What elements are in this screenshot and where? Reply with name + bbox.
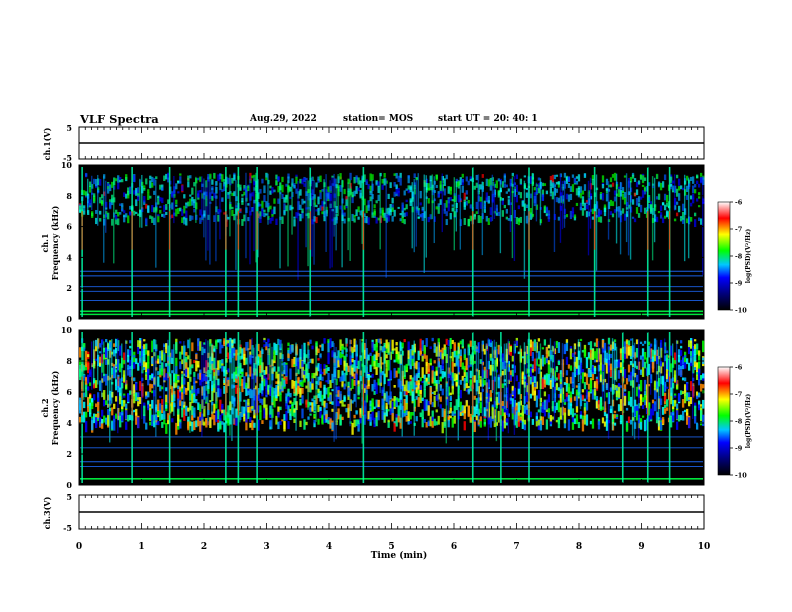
x-axis-label: Time (min) bbox=[371, 550, 428, 561]
ch2-spec-channel-label: ch.2 bbox=[40, 398, 50, 417]
spec-ytick-label: 2 bbox=[66, 283, 72, 293]
colorbar-tick-label: -10 bbox=[735, 307, 747, 315]
spec-ytick-label: 2 bbox=[66, 449, 72, 459]
spec-ytick-label: 4 bbox=[66, 418, 72, 428]
spec-ytick-label: 10 bbox=[61, 160, 73, 170]
x-tick-label: 2 bbox=[201, 542, 207, 552]
colorbar-tick-label: -10 bbox=[735, 472, 747, 480]
ch3-ytick-top: 5 bbox=[66, 492, 72, 502]
colorbar-tick-label: -7 bbox=[735, 226, 742, 234]
x-tick-label: 6 bbox=[451, 542, 457, 552]
ch1-ytick-bottom: -5 bbox=[63, 153, 72, 163]
ch1-ytick-top: 5 bbox=[66, 123, 72, 133]
spec-ytick-label: 0 bbox=[66, 314, 72, 324]
colorbar-tick-label: -9 bbox=[735, 445, 743, 453]
start-ut-label: start UT = 20: 40: 1 bbox=[438, 114, 538, 124]
x-tick-label: 1 bbox=[138, 542, 144, 552]
x-tick-label: 3 bbox=[263, 542, 269, 552]
x-tick-label: 4 bbox=[326, 542, 332, 552]
x-tick-label: 0 bbox=[76, 542, 82, 552]
spec-ytick-label: 4 bbox=[66, 252, 72, 262]
x-tick-label: 9 bbox=[638, 542, 644, 552]
x-tick-label: 8 bbox=[576, 542, 582, 552]
station-label: station= MOS bbox=[343, 114, 414, 124]
spec-ytick-label: 6 bbox=[66, 387, 72, 397]
spec-ytick-label: 8 bbox=[66, 191, 72, 201]
colorbar-ch1-label: log(PSD)(V²/Hz) bbox=[745, 229, 752, 284]
x-tick-label: 5 bbox=[388, 542, 394, 552]
ch3-ytick-bottom: -5 bbox=[63, 523, 72, 533]
ch2-spec-ylabel: Frequency (kHz) bbox=[50, 370, 60, 445]
colorbar-ch2-label: log(PSD)(V²/Hz) bbox=[745, 394, 752, 449]
spec-ytick-label: 8 bbox=[66, 356, 72, 366]
date-label: Aug.29, 2022 bbox=[250, 114, 317, 124]
x-tick-label: 10 bbox=[698, 542, 711, 552]
colorbar-tick-label: -9 bbox=[735, 280, 743, 288]
colorbar-tick-label: -6 bbox=[735, 199, 743, 207]
colorbar-tick-label: -8 bbox=[735, 253, 743, 261]
panel-ch2-spectrogram: 0 2 4 6 8 10 ch.2 Frequency (kHz) bbox=[40, 325, 705, 490]
colorbar-tick-label: -8 bbox=[735, 418, 743, 426]
colorbar-ch1: -6 -7 -8 -9 -10 log(PSD)(V²/Hz) bbox=[717, 199, 752, 315]
ch1-spec-ylabel: Frequency (kHz) bbox=[50, 205, 60, 280]
colorbar-tick-label: -7 bbox=[735, 391, 742, 399]
spec-ytick-label: 0 bbox=[66, 480, 72, 490]
ch1-ylabel: ch.1(V) bbox=[42, 127, 52, 160]
ch1-spectrogram-image bbox=[79, 165, 705, 319]
ch3-ylabel: ch.3(V) bbox=[42, 496, 52, 529]
colorbar-tick-label: -6 bbox=[735, 364, 743, 372]
spec-ytick-label: 10 bbox=[61, 325, 73, 335]
colorbar-ch2: -6 -7 -8 -9 -10 log(PSD)(V²/Hz) bbox=[717, 364, 752, 480]
x-tick-label: 7 bbox=[513, 542, 519, 552]
spec-ytick-label: 6 bbox=[66, 222, 72, 232]
ch1-spec-channel-label: ch.1 bbox=[40, 233, 50, 252]
ch2-spectrogram-image bbox=[79, 330, 705, 485]
x-axis: 0 1 2 3 4 5 6 7 8 9 10 bbox=[76, 127, 710, 552]
chart-title: VLF Spectra bbox=[80, 112, 159, 126]
panel-ch1-spectrogram: 0 2 4 6 8 10 ch.1 Frequency (kHz) bbox=[40, 160, 705, 324]
